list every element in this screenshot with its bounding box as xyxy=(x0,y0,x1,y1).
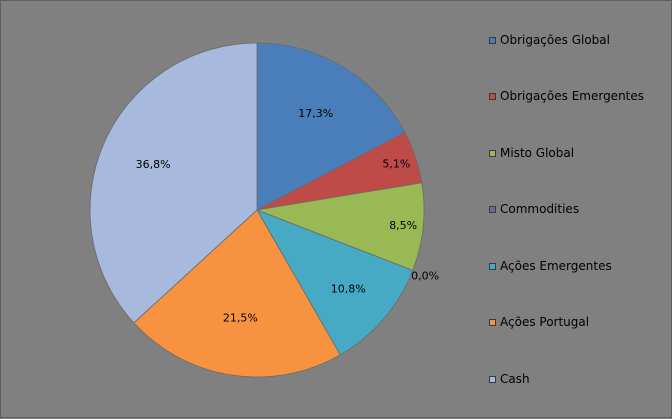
data-label-obrigacoes-global: 17,3% xyxy=(298,107,333,120)
pie-slice-cash xyxy=(89,42,258,324)
legend-swatch-misto-global xyxy=(489,149,496,157)
data-label-misto-global: 8,5% xyxy=(389,219,417,232)
legend-item-commodities: Commodities xyxy=(489,200,579,218)
legend-label-obrigacoes-global: Obrigações Global xyxy=(500,33,610,47)
data-label-obrigacoes-emergentes: 5,1% xyxy=(382,157,410,170)
legend-label-obrigacoes-emergentes: Obrigações Emergentes xyxy=(500,89,645,103)
legend-label-acoes-emergentes: Ações Emergentes xyxy=(500,259,612,273)
legend-label-acoes-portugal: Ações Portugal xyxy=(500,315,590,329)
pie-slice-misto-global xyxy=(255,182,425,272)
legend-item-obrigacoes-emergentes: Obrigações Emergentes xyxy=(489,87,644,105)
legend-item-acoes-portugal: Ações Portugal xyxy=(489,313,589,331)
data-label-cash: 36,8% xyxy=(136,158,171,171)
legend-label-misto-global: Misto Global xyxy=(500,146,575,160)
legend-swatch-cash xyxy=(489,375,496,383)
legend-item-cash: Cash xyxy=(489,370,530,388)
pie-slice-obrigacoes-global xyxy=(256,42,406,211)
pie-slice-acoes-portugal xyxy=(133,209,341,378)
legend-label-cash: Cash xyxy=(500,372,530,386)
legend-swatch-commodities xyxy=(489,205,496,213)
legend-swatch-obrigacoes-emergentes xyxy=(489,92,496,100)
legend-swatch-obrigacoes-global xyxy=(489,36,496,44)
data-label-commodities: 0,0% xyxy=(411,269,439,282)
legend-swatch-acoes-portugal xyxy=(489,318,496,326)
legend-swatch-acoes-emergentes xyxy=(489,262,496,270)
legend-item-acoes-emergentes: Ações Emergentes xyxy=(489,257,612,275)
legend-item-misto-global: Misto Global xyxy=(489,144,574,162)
legend-label-commodities: Commodities xyxy=(500,202,580,216)
data-label-acoes-emergentes: 10,8% xyxy=(331,282,366,295)
data-label-acoes-portugal: 21,5% xyxy=(223,311,258,324)
legend-item-obrigacoes-global: Obrigações Global xyxy=(489,31,610,49)
pie-slice-acoes-emergentes xyxy=(256,209,414,356)
